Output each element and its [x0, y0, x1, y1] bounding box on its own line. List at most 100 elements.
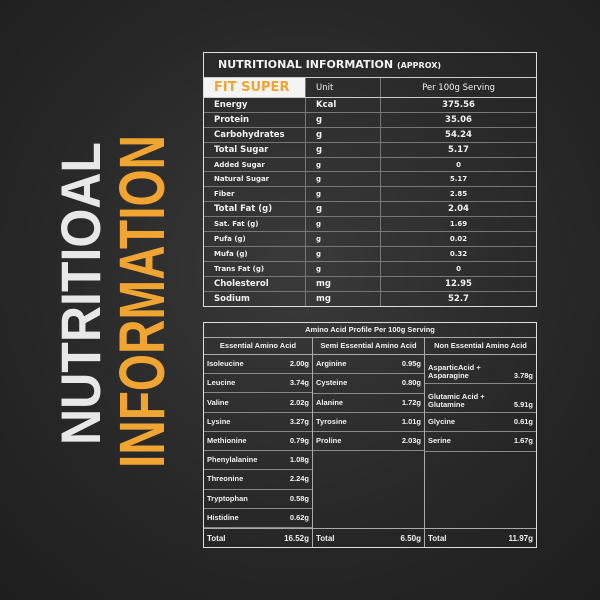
nutrition-value: 12.95 — [445, 278, 472, 289]
nutrition-row: Carbohydrates g 54.24 — [204, 127, 536, 143]
nutrition-value: 375.56 — [442, 99, 475, 110]
amino-total: Total 11.97g — [425, 529, 536, 547]
amino-value: 3.74g — [289, 378, 309, 388]
total-label: Total — [316, 533, 335, 543]
nutrition-row: Total Sugar g 5.17 — [204, 142, 536, 158]
nutrition-unit: g — [306, 217, 381, 232]
totals-row: Total 16.52g Total 6.50g Total 11.97g — [204, 528, 536, 547]
value-header: Per 100g Serving — [422, 82, 495, 93]
nutrition-unit: mg — [306, 276, 381, 291]
nutrition-value: 0 — [456, 264, 461, 273]
nutrition-row: Sat. Fat (g) g 1.69 — [204, 217, 536, 233]
amino-column-header: Non Essential Amino Acid — [425, 338, 536, 355]
amino-row: Lysine 3.27g — [204, 413, 312, 432]
amino-name: Valine — [207, 397, 229, 407]
amino-acid-table: Amino Acid Profile Per 100g Serving Esse… — [203, 322, 537, 548]
nutrition-unit: g — [306, 261, 381, 276]
total-value: 6.50g — [400, 533, 421, 543]
amino-row: Cysteine 0.80g — [313, 374, 424, 394]
total-value: 16.52g — [284, 533, 309, 543]
nutrition-row: Energy Kcal 375.56 — [204, 98, 536, 113]
unit-header: Unit — [306, 78, 381, 97]
nutrition-row: Fiber g 2.85 — [204, 187, 536, 203]
amino-name: Glutamic Acid + Glutamine — [428, 392, 485, 409]
nutrition-name: Sat. Fat (g) — [204, 217, 306, 232]
nutrition-name: Protein — [204, 112, 306, 127]
amino-name: Phenylalanine — [207, 455, 258, 465]
nutrition-name: Fiber — [204, 187, 306, 202]
amino-column: Non Essential Amino Acid AsparticAcid + A… — [425, 338, 536, 528]
amino-name: Alanine — [316, 397, 344, 407]
nutrition-row: Pufa (g) g 0.02 — [204, 232, 536, 247]
amino-row: Serine 1.67g — [425, 432, 536, 452]
nutrition-title: NUTRITIONAL INFORMATION (APPROX) — [204, 53, 536, 78]
nutrition-value: 1.69 — [449, 220, 468, 229]
nutrition-row: Mufa (g) g 0.32 — [204, 246, 536, 262]
total-label: Total — [207, 533, 226, 543]
total-label: Total — [428, 533, 447, 543]
nutrition-row: Natural Sugar g 5.17 — [204, 172, 536, 188]
amino-column: Semi Essential Amino Acid Arginine 0.95g Cy… — [313, 338, 425, 528]
amino-total: Total 6.50g — [313, 529, 425, 547]
nutrition-name: Sodium — [204, 291, 306, 307]
nutrition-row: Protein g 35.06 — [204, 112, 536, 128]
nutrition-name: Energy — [204, 98, 306, 112]
nutrition-unit: g — [306, 127, 381, 142]
amino-value: 2.03g — [401, 436, 421, 446]
nutrition-unit: g — [306, 232, 381, 246]
amino-name: Arginine — [316, 359, 347, 369]
nutrition-name: Cholesterol — [204, 276, 306, 291]
amino-name: Tryptophan — [207, 493, 248, 503]
nutrition-value: 54.24 — [445, 129, 472, 140]
amino-name: Glycine — [428, 417, 456, 427]
amino-value: 3.27g — [289, 416, 309, 426]
amino-row: Tryptophan 0.58g — [204, 490, 312, 509]
nutrition-unit: Kcal — [306, 98, 381, 112]
product-name: FIT SUPER — [204, 78, 306, 97]
amino-row: Phenylalanine 1.08g — [204, 451, 312, 471]
side-heading-line1: NUTRITIOAL — [49, 142, 112, 445]
amino-value: 2.02g — [289, 397, 309, 407]
amino-row: Glycine 0.61g — [425, 413, 536, 433]
amino-row: Isoleucine 2.00g — [204, 355, 312, 375]
amino-title: Amino Acid Profile Per 100g Serving — [204, 323, 536, 338]
nutrition-value: 2.85 — [449, 190, 468, 199]
amino-row: Proline 2.03g — [313, 432, 424, 452]
nutrition-value: 2.04 — [448, 204, 469, 215]
nutrition-unit: mg — [306, 291, 381, 307]
amino-value: 2.00g — [289, 359, 309, 369]
amino-name: Lysine — [207, 416, 231, 426]
amino-column-header: Essential Amino Acid — [204, 338, 312, 355]
nutrition-name: Total Sugar — [204, 142, 306, 157]
amino-value: 3.78g — [513, 371, 533, 380]
amino-value: 1.01g — [401, 417, 421, 427]
amino-value: 0.62g — [289, 512, 309, 522]
amino-row: AsparticAcid + Asparagine 3.78g — [425, 355, 536, 384]
nutrition-name: Trans Fat (g) — [204, 261, 306, 276]
amino-name: Cysteine — [316, 378, 348, 388]
nutrition-value: 52.7 — [448, 294, 469, 305]
amino-column-header: Semi Essential Amino Acid — [313, 338, 424, 355]
amino-row: Tyrosine 1.01g — [313, 413, 424, 433]
amino-name: Tyrosine — [316, 417, 347, 427]
nutrition-value: 5.17 — [449, 175, 468, 184]
nutrition-row: Cholesterol mg 12.95 — [204, 276, 536, 292]
nutrition-row: Added Sugar g 0 — [204, 157, 536, 173]
amino-value: 0.61g — [513, 417, 533, 427]
amino-value: 2.24g — [289, 474, 309, 484]
nutrition-unit: g — [306, 202, 381, 217]
nutrition-name: Carbohydrates — [204, 127, 306, 142]
amino-name: Leucine — [207, 378, 236, 388]
nutrition-unit: g — [306, 187, 381, 202]
amino-name: Threonine — [207, 474, 244, 484]
nutrition-header-row: FIT SUPER Unit Per 100g Serving — [204, 78, 536, 98]
nutrition-value: 0 — [456, 160, 461, 169]
total-value: 11.97g — [508, 533, 533, 543]
amino-row: Leucine 3.74g — [204, 374, 312, 394]
amino-name: AsparticAcid + Asparagine — [428, 363, 481, 380]
nutrition-table: NUTRITIONAL INFORMATION (APPROX) FIT SUP… — [203, 52, 537, 307]
amino-total: Total 16.52g — [204, 529, 313, 547]
nutrition-name: Pufa (g) — [204, 232, 306, 246]
amino-value: 1.72g — [401, 397, 421, 407]
